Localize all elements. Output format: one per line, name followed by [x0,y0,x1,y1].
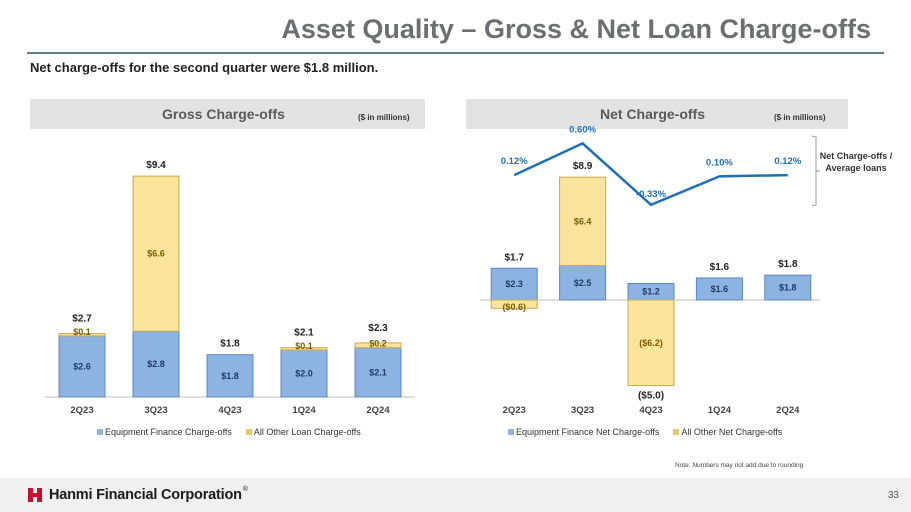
gross-label-total: $2.7 [72,314,92,325]
net-chart-title: Net Charge-offs [600,106,706,122]
page-title: Asset Quality – Gross & Net Loan Charge-… [281,14,871,44]
footer-bar: Hanmi Financial Corporation ® 33 [0,478,911,512]
ratio-label: 0.10% [706,157,733,168]
title-divider [27,52,884,54]
net-label-other: ($6.2) [639,338,663,348]
gross-tick-label: 1Q24 [292,405,316,416]
net-tick-label: 3Q23 [571,405,594,416]
net-tick-label: 2Q24 [776,405,800,416]
gross-label-total: $2.1 [294,328,314,339]
ratio-series-label: Net Charge-offs / Average loans [819,151,893,173]
page-subtitle: Net charge-offs for the second quarter w… [30,60,379,75]
net-bar-equipment [695,277,743,301]
net-tick-label: 1Q24 [708,405,732,416]
company-logo: Hanmi Financial Corporation ® [26,486,248,504]
gross-bar-other [354,342,402,349]
gross-label-total: $9.4 [146,160,166,171]
legend-item-other: All Other Loan Charge-offs [245,427,361,437]
net-label-other: $6.4 [574,216,592,226]
legend-item-equipment: Equipment Finance Charge-offs [97,427,232,437]
gross-bar-equipment [132,330,180,398]
gross-label-equipment: $2.1 [369,367,387,377]
net-bar-other [559,176,607,266]
ratio-label: 0.60% [569,124,596,135]
gross-label-equipment: $2.0 [295,369,313,379]
net-tick-label: 2Q23 [503,405,526,416]
net-chart-header: Net Charge-offs ($ in millions) [466,99,848,129]
gross-label-equipment: $2.6 [73,361,91,371]
net-label-total: $8.9 [573,161,593,172]
net-label-equipment: $2.3 [505,279,523,289]
gross-tick-label: 4Q23 [218,405,241,416]
gross-chart-title: Gross Charge-offs [162,106,285,122]
gross-bar-equipment [58,335,106,398]
net-label-equipment: $1.6 [711,284,729,294]
net-label-equipment: $1.8 [779,283,797,293]
gross-label-equipment: $1.8 [221,371,239,381]
gross-label-total: $1.8 [220,339,240,350]
trademark-mark: ® [242,486,248,493]
gross-chart-legend: Equipment Finance Charge-offs All Other … [97,427,361,437]
net-bar-equipment [490,267,538,301]
gross-chart-header: Gross Charge-offs ($ in millions) [30,99,425,129]
gross-tick-label: 2Q24 [366,405,390,416]
net-chart-unit: ($ in millions) [774,113,826,122]
net-bar-other [490,299,538,309]
gross-label-other: $0.1 [73,327,91,337]
legend-swatch-other-net [673,429,680,435]
gross-tick-label: 2Q23 [70,405,93,416]
net-bar-equipment [764,274,812,301]
gross-label-equipment: $2.8 [147,359,165,369]
net-label-total: $1.8 [778,259,798,270]
company-name: Hanmi Financial Corporation [49,487,242,503]
gross-bar-other [280,347,328,351]
net-label-equipment: $1.2 [642,287,660,297]
ratio-label: -0.33% [636,189,667,200]
gross-bar-equipment [280,349,328,398]
legend-swatch-other [245,429,252,435]
net-label-total: $1.6 [710,262,730,273]
net-label-total: $1.7 [504,252,524,263]
ratio-label: 0.12% [774,156,801,167]
ratio-label: 0.12% [501,156,528,167]
hanmi-logo-icon [28,488,42,502]
legend-swatch-equipment-net [508,429,514,435]
legend-swatch-equipment [97,429,103,435]
page-number: 33 [887,490,899,501]
legend-item-other-net: All Other Net Charge-offs [673,427,782,437]
net-tick-label: 4Q23 [639,405,662,416]
net-label-total: ($5.0) [638,391,664,402]
net-label-other: ($0.6) [502,302,526,312]
gross-bar-equipment [354,347,402,398]
gross-bar-other [58,333,106,337]
gross-chart-unit: ($ in millions) [358,113,410,122]
gross-bar-equipment [206,354,254,398]
gross-tick-label: 3Q23 [144,405,167,416]
rounding-note: Note: Numbers may not add due to roundin… [675,462,804,469]
net-label-equipment: $2.5 [574,278,592,288]
net-bar-equipment [559,265,607,301]
net-chart-legend: Equipment Finance Net Charge-offs All Ot… [508,427,782,437]
gross-bar-other [132,175,180,332]
gross-label-other: $6.6 [147,249,165,259]
gross-label-other: $0.1 [295,341,313,351]
legend-item-equipment-net: Equipment Finance Net Charge-offs [508,427,659,437]
ratio-line [513,141,788,207]
gross-label-other: $0.2 [369,339,387,349]
gross-label-total: $2.3 [368,323,388,334]
net-bar-other [627,299,675,387]
